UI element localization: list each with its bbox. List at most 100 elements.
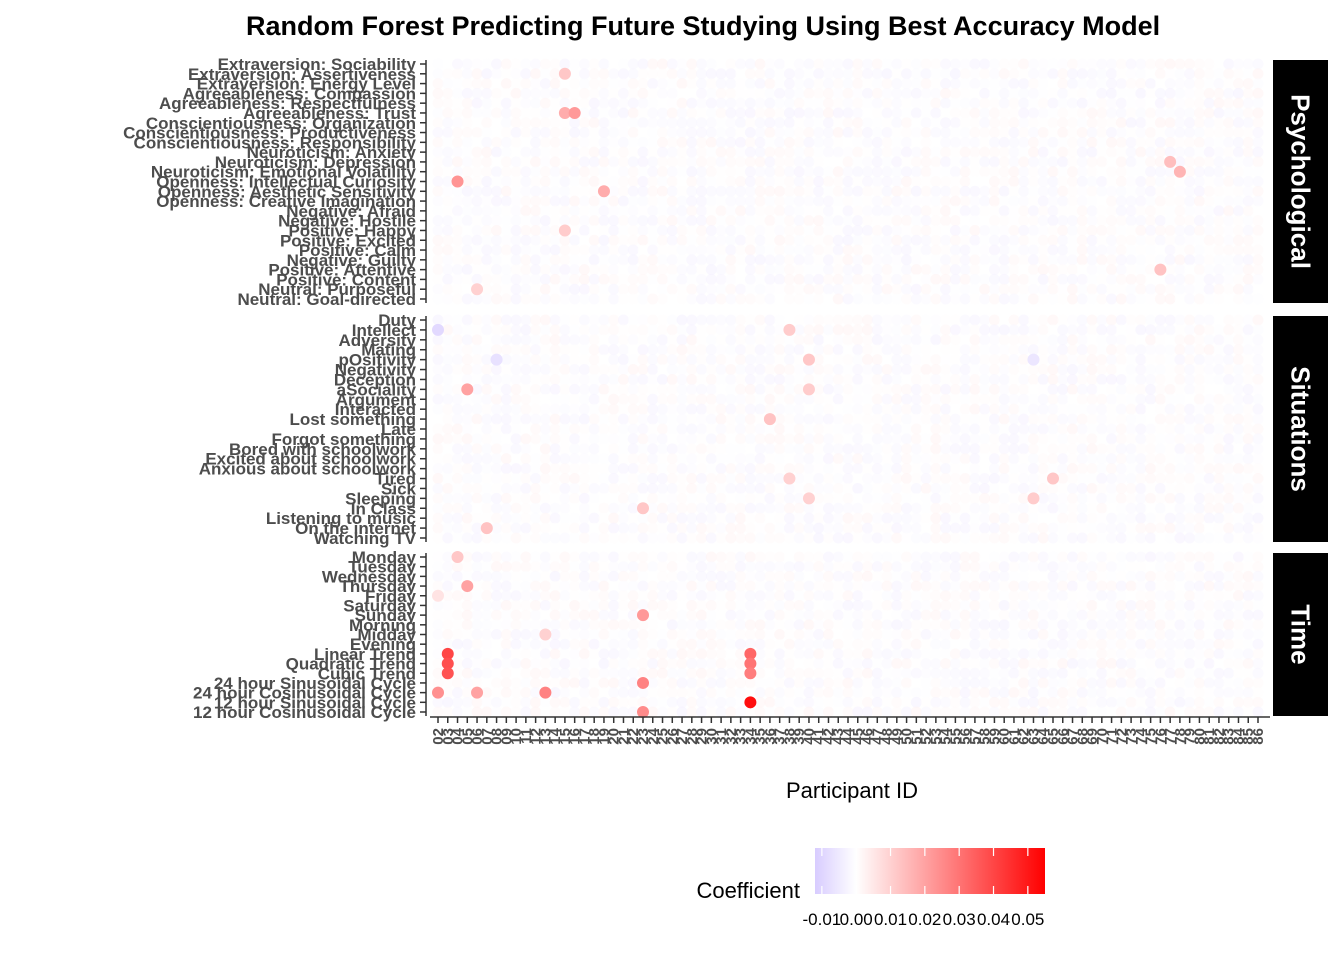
heatmap-cell: [852, 283, 864, 295]
heatmap-cell: [442, 107, 454, 119]
heatmap-cell: [1135, 234, 1147, 246]
heatmap-cell: [432, 502, 444, 514]
heatmap-cell: [1213, 234, 1225, 246]
heatmap-cell: [1086, 383, 1098, 395]
heatmap-cell: [1008, 234, 1020, 246]
heatmap-cell: [520, 599, 532, 611]
heatmap-cell: [598, 609, 610, 621]
heatmap-cell: [1232, 383, 1244, 395]
heatmap-cell: [520, 492, 532, 504]
heatmap-cell: [676, 344, 688, 356]
heatmap-cell: [940, 433, 952, 445]
heatmap-cell: [1018, 324, 1030, 336]
heatmap-cell: [520, 512, 532, 524]
heatmap-cell: [510, 383, 522, 395]
heatmap-cell: [910, 522, 922, 534]
heatmap-cell: [500, 522, 512, 534]
heatmap-cell: [598, 590, 610, 602]
heatmap-cell: [862, 599, 874, 611]
heatmap-cell: [1174, 433, 1186, 445]
heatmap-cell: [1252, 314, 1264, 326]
heatmap-cell: [959, 364, 971, 376]
heatmap-cell: [744, 570, 756, 582]
heatmap-cell: [754, 324, 766, 336]
heatmap-cell: [822, 234, 834, 246]
heatmap-cell: [627, 293, 639, 305]
heatmap-cell: [598, 78, 610, 90]
heatmap-cell: [452, 324, 464, 336]
heatmap-cell: [1027, 383, 1039, 395]
heatmap-cell: [783, 293, 795, 305]
heatmap-cell: [1213, 609, 1225, 621]
heatmap-cell: [852, 58, 864, 70]
heatmap-cell: [510, 590, 522, 602]
heatmap-cell: [657, 599, 669, 611]
heatmap-cell: [1242, 58, 1254, 70]
heatmap-cell: [491, 638, 503, 650]
heatmap-cell: [852, 273, 864, 285]
heatmap-cell: [735, 473, 747, 485]
heatmap-cell: [842, 254, 854, 266]
heatmap-cell: [901, 127, 913, 139]
heatmap-cell: [657, 78, 669, 90]
heatmap-cell: [754, 413, 766, 425]
heatmap-cell: [578, 433, 590, 445]
heatmap-cell: [842, 166, 854, 178]
heatmap-cell: [1242, 205, 1254, 217]
heatmap-cell: [461, 324, 473, 336]
heatmap-cell: [657, 403, 669, 415]
heatmap-cell: [901, 532, 913, 544]
heatmap-cell: [871, 117, 883, 129]
heatmap-cell: [735, 58, 747, 70]
heatmap-cell: [578, 532, 590, 544]
heatmap-cell: [881, 590, 893, 602]
heatmap-cell: [539, 638, 551, 650]
heatmap-cell: [871, 599, 883, 611]
heatmap-cell: [1086, 224, 1098, 236]
heatmap-cell: [657, 334, 669, 346]
heatmap-cell: [1242, 324, 1254, 336]
heatmap-cell: [813, 590, 825, 602]
heatmap-cell: [686, 551, 698, 563]
heatmap-cell: [1096, 580, 1108, 592]
heatmap-cell: [588, 502, 600, 514]
heatmap-cell: [578, 473, 590, 485]
heatmap-cell: [1135, 185, 1147, 197]
heatmap-cell: [715, 393, 727, 405]
heatmap-cell: [627, 107, 639, 119]
heatmap-cell: [676, 433, 688, 445]
heatmap-cell: [1067, 393, 1079, 405]
heatmap-cell: [1193, 166, 1205, 178]
heatmap-cell: [852, 68, 864, 80]
heatmap-cell: [578, 68, 590, 80]
heatmap-cell: [1252, 403, 1264, 415]
heatmap-cell: [891, 234, 903, 246]
heatmap-cell: [559, 609, 571, 621]
heatmap-cell: [598, 205, 610, 217]
heatmap-cell: [871, 166, 883, 178]
heatmap-cell: [1018, 354, 1030, 366]
heatmap-cell: [549, 195, 561, 207]
heatmap-cell: [842, 551, 854, 563]
heatmap-cell: [1018, 492, 1030, 504]
heatmap-cell: [1037, 619, 1049, 631]
heatmap-cell: [793, 373, 805, 385]
heatmap-cell: [559, 244, 571, 256]
heatmap-cell: [1008, 273, 1020, 285]
heatmap-cell: [1242, 254, 1254, 266]
heatmap-cell: [832, 354, 844, 366]
heatmap-cell: [940, 423, 952, 435]
heatmap-cell: [998, 68, 1010, 80]
heatmap-cell: [1135, 580, 1147, 592]
heatmap-cell: [598, 117, 610, 129]
heatmap-cell: [774, 453, 786, 465]
heatmap-cell: [1037, 224, 1049, 236]
heatmap-cell: [959, 107, 971, 119]
heatmap-cell: [793, 334, 805, 346]
heatmap-cell: [793, 570, 805, 582]
heatmap-cell: [559, 344, 571, 356]
heatmap-cell: [578, 146, 590, 158]
heatmap-cell: [617, 195, 629, 207]
heatmap-cell: [1115, 609, 1127, 621]
heatmap-cell: [432, 224, 444, 236]
